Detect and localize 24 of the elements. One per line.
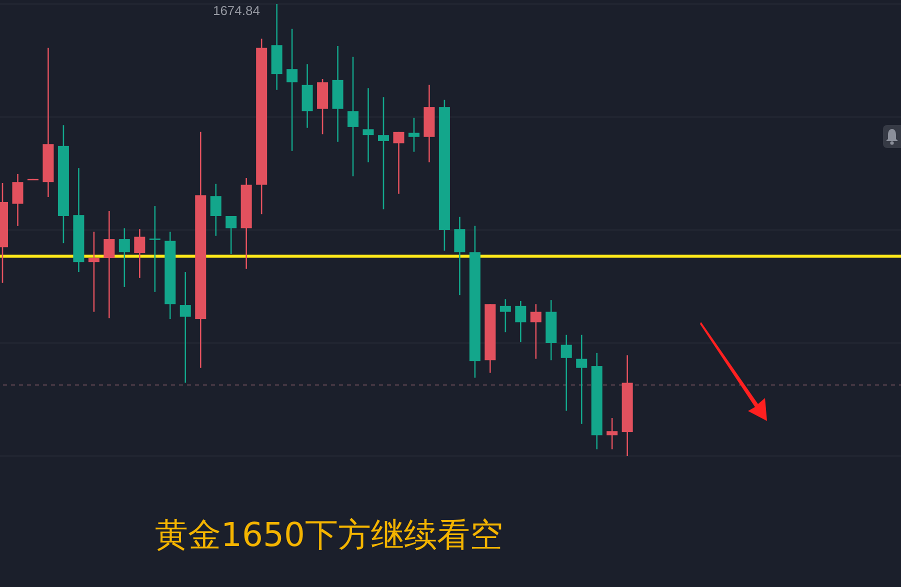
candlestick <box>210 183 222 237</box>
candlestick <box>348 56 359 177</box>
candlestick <box>104 210 116 319</box>
candlestick <box>454 216 466 296</box>
candlestick <box>119 228 130 288</box>
candlestick <box>134 228 146 279</box>
candlestick <box>516 300 527 343</box>
candlestick <box>408 117 420 152</box>
candlestick <box>394 131 405 194</box>
candlestick <box>226 215 237 255</box>
candlestick <box>576 334 588 425</box>
candlestick <box>378 96 390 210</box>
annotation: 1674.84 <box>213 3 260 18</box>
candlestick <box>363 87 374 163</box>
candlestick <box>561 334 572 412</box>
text: 黄金1650下方继续看空 <box>155 514 503 556</box>
candlestick <box>150 205 161 293</box>
candlestick <box>606 417 618 450</box>
candlestick <box>500 298 512 333</box>
candlestick <box>530 303 542 360</box>
candlestick <box>12 173 24 227</box>
candlestick <box>180 271 192 384</box>
candlestick <box>286 28 298 152</box>
candlestick <box>88 231 100 312</box>
